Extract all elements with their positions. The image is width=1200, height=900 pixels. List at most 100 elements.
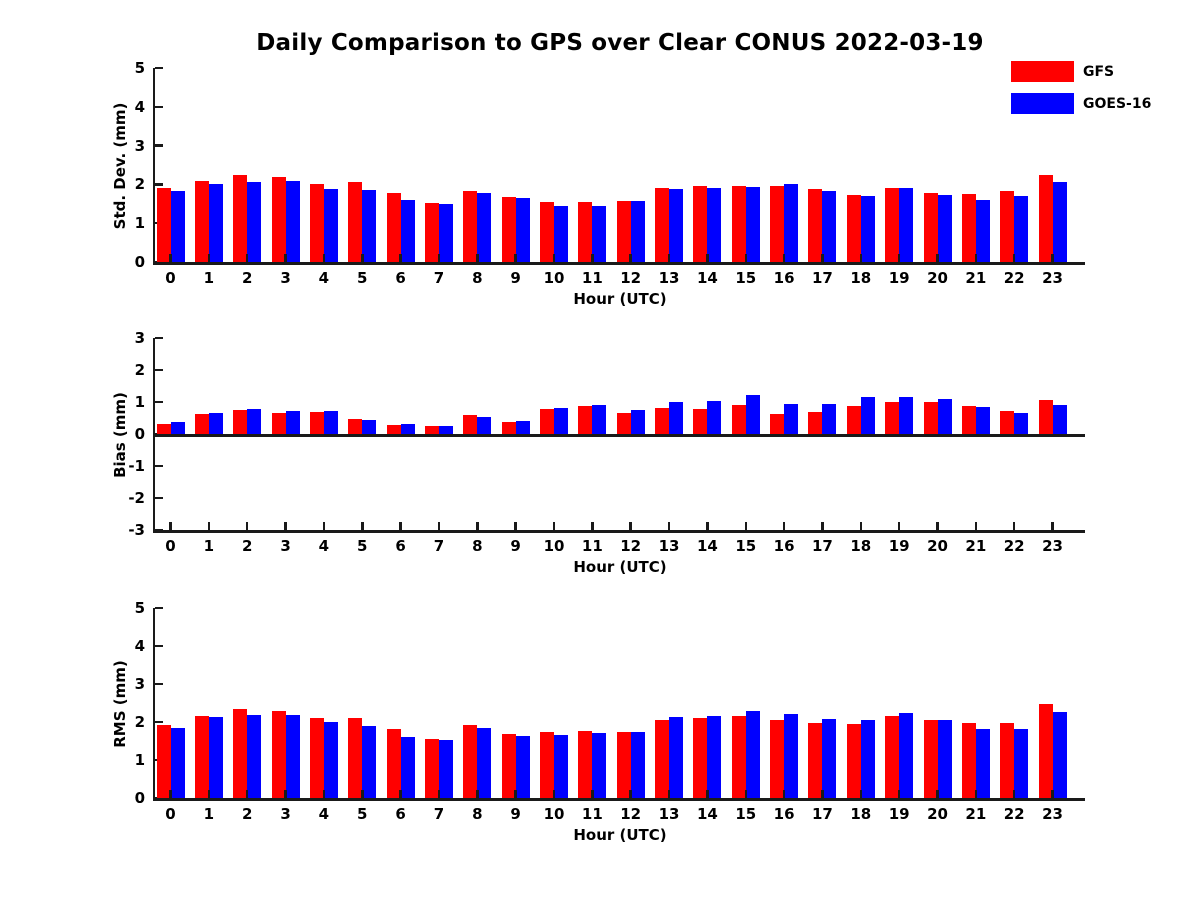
x-tick-label: 4 [318,269,330,287]
x-tick-label: 15 [735,269,757,287]
x-tick-label: 13 [658,537,680,555]
bar-gfs [501,196,516,262]
bar-goes16 [707,401,722,434]
x-tick-mark [591,254,594,262]
y-tick-mark [155,260,163,264]
x-tick-mark [245,790,249,798]
x-tick-label: 19 [888,269,910,287]
y-tick-label: 2 [134,713,145,731]
bar-gfs [885,187,900,262]
x-tick-label: 12 [620,269,642,287]
x-tick-mark [859,790,863,798]
x-tick-label: 15 [735,805,757,823]
y-tick-mark [155,496,163,500]
bar-goes16 [554,205,568,262]
x-tick-label: 22 [1003,805,1025,823]
x-tick-mark [974,790,978,798]
x-tick-mark [667,254,671,262]
x-tick-label: 7 [433,805,445,823]
bar-gfs [1038,704,1053,798]
legend-label-goes16: GOES-16 [1083,95,1152,112]
x-tick-label: 3 [280,805,291,823]
bar-gfs [540,201,554,262]
x-axis-line [152,530,1085,533]
bar-gfs [655,719,670,798]
bar-goes16 [323,410,338,434]
x-tick-mark [245,522,249,530]
bar-goes16 [477,416,492,434]
legend-label-gfs: GFS [1083,63,1115,80]
bar-goes16 [707,188,722,262]
x-tick-mark [284,254,287,262]
x-tick-mark [361,254,364,262]
bar-gfs [424,202,439,262]
x-axis-line [152,798,1085,801]
bar-goes16 [477,727,492,798]
x-tick-label: 10 [543,269,565,287]
x-tick-label: 0 [165,269,176,287]
x-tick-mark [437,522,441,530]
bar-gfs [271,412,286,434]
bar-gfs [961,406,976,434]
x-tick-label: 10 [543,805,565,823]
y-tick-label: 3 [134,136,145,155]
x-tick-mark [476,254,479,262]
bar-goes16 [438,740,453,798]
bar-gfs [271,711,286,798]
bar-goes16 [822,190,837,262]
x-tick-mark [821,254,824,262]
x-tick-label: 2 [241,269,253,287]
x-tick-label: 5 [357,805,368,823]
bar-gfs [693,718,708,798]
bar-goes16 [592,205,607,262]
x-tick-label: 9 [510,269,521,287]
x-tick-mark [399,522,402,530]
bar-gfs [578,405,593,434]
bar-goes16 [208,183,223,262]
bar-goes16 [400,736,415,798]
bar-goes16 [477,192,492,262]
bar-goes16 [784,403,799,434]
x-tick-mark [1012,522,1016,530]
x-tick-mark [744,790,747,798]
bar-goes16 [630,410,645,434]
y-axis-title-text: RMS (mm) [111,660,129,748]
x-tick-mark [552,254,556,262]
bar-gfs [309,412,324,434]
x-tick-label: 20 [927,805,948,823]
x-tick-mark [706,790,709,798]
x-tick-mark [169,790,172,798]
x-tick-mark [629,790,632,798]
bar-gfs [770,414,785,434]
y-tick-label: 0 [134,253,145,271]
x-tick-mark [897,522,901,530]
bar-goes16 [630,201,645,262]
x-axis-title: Hour (UTC) [573,290,667,308]
y-tick-label: 5 [134,599,145,617]
y-tick-label: 2 [134,175,145,194]
bar-goes16 [285,410,300,434]
bar-gfs [731,185,746,262]
x-axis-title: Hour (UTC) [573,558,667,576]
bar-gfs [693,409,708,434]
x-tick-mark [514,522,517,530]
y-tick-label: 2 [134,361,145,379]
bar-goes16 [860,396,875,434]
bar-gfs [463,190,478,262]
legend-swatch-gfs [1011,61,1074,82]
page-title: Daily Comparison to GPS over Clear CONUS… [256,30,984,56]
x-tick-label: 1 [203,537,215,555]
bar-gfs [961,194,976,262]
x-tick-mark [322,790,326,798]
bar-goes16 [170,191,185,262]
x-tick-mark [1012,790,1016,798]
bar-gfs [233,410,248,434]
bar-gfs [846,405,861,434]
x-tick-label: 2 [241,805,253,823]
bar-goes16 [822,719,837,798]
x-tick-mark [897,790,901,798]
y-tick-mark [155,528,163,532]
x-tick-label: 9 [510,805,521,823]
bar-gfs [731,716,746,798]
bar-goes16 [1052,711,1067,798]
